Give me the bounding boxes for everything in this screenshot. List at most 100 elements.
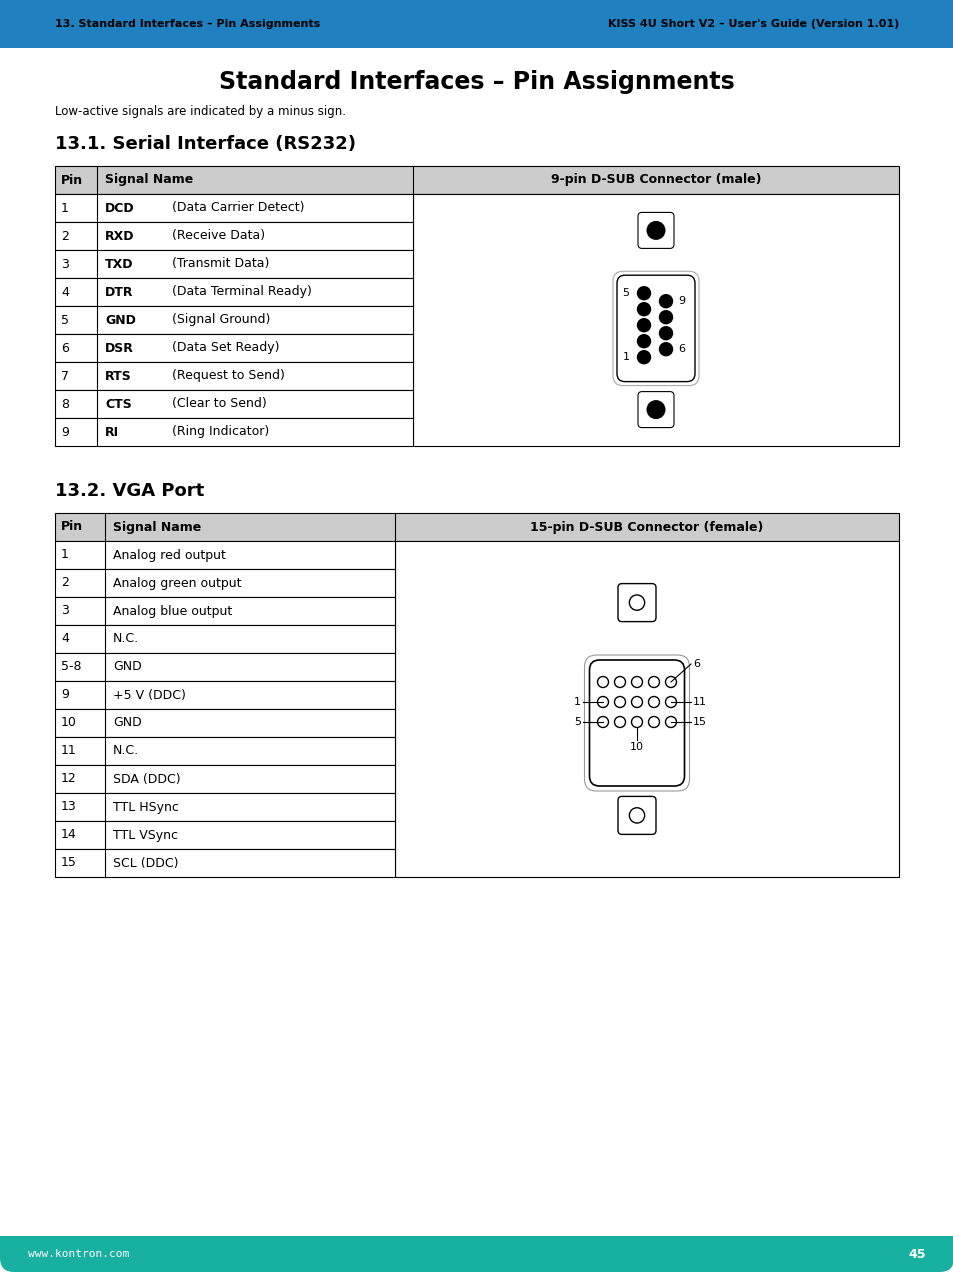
Text: 13. Standard Interfaces – Pin Assignments: 13. Standard Interfaces – Pin Assignment… [55, 19, 320, 29]
Text: 6: 6 [692, 659, 700, 669]
FancyBboxPatch shape [589, 660, 684, 786]
Text: 15: 15 [692, 717, 706, 728]
FancyBboxPatch shape [638, 212, 673, 248]
Circle shape [637, 335, 650, 347]
Bar [55, 391, 413, 418]
Bar [55, 597, 395, 625]
Text: N.C.: N.C. [112, 632, 139, 645]
Circle shape [637, 303, 650, 315]
Text: 4: 4 [61, 632, 69, 645]
Bar [0, 1236, 953, 1250]
FancyBboxPatch shape [618, 796, 656, 834]
Text: GND: GND [112, 716, 142, 730]
Circle shape [637, 351, 650, 364]
Text: www.kontron.com: www.kontron.com [28, 1249, 129, 1259]
Text: 7: 7 [61, 369, 69, 383]
Text: TTL VSync: TTL VSync [112, 828, 178, 842]
Text: TXD: TXD [105, 257, 133, 271]
FancyBboxPatch shape [0, 1236, 953, 1272]
Text: (Clear to Send): (Clear to Send) [172, 397, 267, 411]
Text: 11: 11 [692, 697, 706, 707]
Text: 2: 2 [61, 576, 69, 589]
Bar [55, 167, 898, 195]
Text: Low-active signals are indicated by a minus sign.: Low-active signals are indicated by a mi… [55, 106, 346, 118]
Bar [413, 195, 898, 446]
Text: 1: 1 [574, 697, 580, 707]
FancyBboxPatch shape [638, 392, 673, 427]
Text: 9-pin D-SUB Connector (male): 9-pin D-SUB Connector (male) [550, 173, 760, 187]
Text: 13.1. Serial Interface (RS232): 13.1. Serial Interface (RS232) [55, 135, 355, 153]
Text: N.C.: N.C. [112, 744, 139, 758]
Bar [55, 223, 413, 251]
FancyBboxPatch shape [584, 655, 689, 791]
Circle shape [631, 677, 641, 687]
Circle shape [646, 401, 664, 418]
Circle shape [597, 677, 608, 687]
Text: (Data Set Ready): (Data Set Ready) [172, 341, 279, 355]
Text: 14: 14 [61, 828, 76, 842]
Bar [395, 541, 898, 876]
Text: 9: 9 [61, 688, 69, 701]
Circle shape [614, 677, 625, 687]
Text: 4: 4 [61, 285, 69, 299]
Text: 1: 1 [61, 201, 69, 215]
Bar [55, 513, 898, 541]
Bar [0, 0, 953, 28]
Text: 5-8: 5-8 [61, 660, 81, 673]
Text: (Signal Ground): (Signal Ground) [172, 313, 270, 327]
Bar [55, 569, 395, 597]
Circle shape [631, 716, 641, 728]
Text: 10: 10 [629, 742, 643, 752]
Text: 15-pin D-SUB Connector (female): 15-pin D-SUB Connector (female) [530, 520, 763, 533]
Text: (Ring Indicator): (Ring Indicator) [172, 426, 269, 439]
Text: 3: 3 [61, 257, 69, 271]
Circle shape [597, 697, 608, 707]
Text: Analog blue output: Analog blue output [112, 604, 232, 617]
Text: Pin: Pin [61, 520, 83, 533]
Circle shape [659, 327, 672, 340]
Text: 5: 5 [574, 717, 580, 728]
Circle shape [659, 295, 672, 308]
Text: DSR: DSR [105, 341, 133, 355]
Text: 10: 10 [61, 716, 77, 730]
Text: (Data Carrier Detect): (Data Carrier Detect) [172, 201, 304, 215]
Text: Analog green output: Analog green output [112, 576, 241, 589]
Bar [55, 363, 413, 391]
Text: DCD: DCD [105, 201, 134, 215]
Text: 13: 13 [61, 800, 76, 814]
Text: Signal Name: Signal Name [112, 520, 201, 533]
Text: 5: 5 [622, 289, 629, 298]
Text: GND: GND [112, 660, 142, 673]
Text: (Transmit Data): (Transmit Data) [172, 257, 269, 271]
Text: 6: 6 [678, 345, 685, 354]
FancyBboxPatch shape [613, 271, 699, 385]
Text: GND: GND [105, 313, 135, 327]
Text: 45: 45 [907, 1248, 925, 1261]
Text: (Receive Data): (Receive Data) [172, 229, 265, 243]
Circle shape [648, 716, 659, 728]
Text: RTS: RTS [105, 369, 132, 383]
Bar [55, 653, 395, 681]
Text: 13.2. VGA Port: 13.2. VGA Port [55, 482, 204, 500]
Circle shape [648, 697, 659, 707]
Text: 6: 6 [61, 341, 69, 355]
Text: 11: 11 [61, 744, 76, 758]
Text: (Request to Send): (Request to Send) [172, 369, 285, 383]
Bar [55, 681, 395, 709]
Text: 8: 8 [61, 397, 69, 411]
Bar [55, 764, 395, 792]
Text: SDA (DDC): SDA (DDC) [112, 772, 180, 786]
Bar [55, 820, 395, 848]
Bar [55, 848, 395, 876]
Text: 1: 1 [622, 352, 629, 363]
Circle shape [614, 716, 625, 728]
Circle shape [614, 697, 625, 707]
Circle shape [646, 221, 664, 239]
Text: DTR: DTR [105, 285, 133, 299]
Circle shape [631, 697, 641, 707]
FancyBboxPatch shape [617, 275, 695, 382]
Text: RI: RI [105, 426, 119, 439]
Circle shape [597, 716, 608, 728]
Circle shape [665, 697, 676, 707]
Bar [0, 0, 953, 48]
